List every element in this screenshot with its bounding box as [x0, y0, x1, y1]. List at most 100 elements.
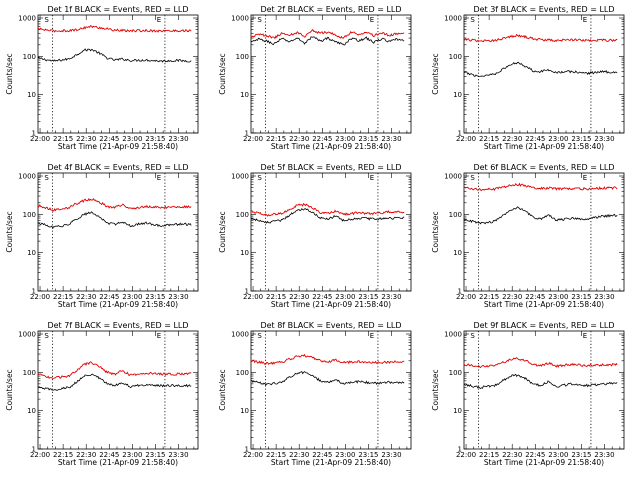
y-tick-label: 10 [27, 91, 36, 99]
y-tick-label: 10 [453, 91, 462, 99]
x-tick-label: 22:30 [76, 135, 96, 143]
x-axis-label: Start Time (21-Apr-09 21:58:40) [271, 142, 391, 151]
x-tick-label: 22:15 [53, 451, 73, 459]
x-axis-label: Start Time (21-Apr-09 21:58:40) [271, 458, 391, 467]
y-axis-label: Counts/sec [218, 211, 227, 252]
marker-label-e: E [370, 16, 374, 24]
panel-title: Det 9f BLACK = Events, RED = LLD [473, 321, 614, 330]
y-tick-label: 10 [240, 249, 249, 257]
y-axis-label: Counts/sec [431, 53, 440, 94]
y-tick-label: 1000 [18, 331, 36, 339]
x-tick-label: 22:15 [53, 293, 73, 301]
y-tick-label: 1 [245, 130, 249, 138]
y-tick-label: 10 [27, 407, 36, 415]
x-tick-label: 23:00 [122, 451, 142, 459]
y-tick-label: 1000 [231, 15, 249, 23]
x-tick-label: 22:15 [53, 135, 73, 143]
marker-label-e: E [157, 174, 161, 182]
marker-label-e: E [583, 16, 587, 24]
series-events-line [463, 61, 618, 77]
y-tick-label: 1 [245, 288, 249, 296]
x-tick-label: 22:45 [525, 293, 545, 301]
x-tick-label: 22:15 [266, 293, 286, 301]
x-tick-label: 22:30 [502, 293, 522, 301]
y-tick-label: 1000 [18, 173, 36, 181]
x-tick-label: 22:30 [289, 293, 309, 301]
x-tick-label: 22:45 [99, 451, 119, 459]
y-tick-label: 1 [245, 446, 249, 454]
x-tick-label: 22:00 [243, 293, 263, 301]
series-lld-line [250, 28, 405, 40]
marker-label-s: S [44, 16, 49, 24]
panel-det-3f: Det 3f BLACK = Events, RED = LLD 1 10 100 10… [431, 5, 625, 151]
y-tick-label: 1 [32, 288, 36, 296]
marker-label-e: E [583, 174, 587, 182]
marker-label-s: S [470, 174, 475, 182]
series-lld-line [463, 33, 618, 43]
series-lld-line [463, 182, 618, 192]
x-tick-label: 23:30 [168, 135, 188, 143]
x-tick-label: 23:00 [335, 293, 355, 301]
x-tick-label: 23:15 [145, 293, 165, 301]
x-tick-label: 22:30 [502, 451, 522, 459]
marker-label-s: S [470, 332, 475, 340]
y-axis-label: Counts/sec [431, 369, 440, 410]
y-tick-label: 100 [236, 369, 249, 377]
plot-frame [250, 14, 412, 134]
x-tick-label: 22:45 [99, 293, 119, 301]
plot-frame [463, 330, 625, 450]
x-tick-label: 22:45 [312, 135, 332, 143]
x-axis-label: Start Time (21-Apr-09 21:58:40) [58, 300, 178, 309]
series-lld-line [37, 197, 192, 212]
x-tick-label: 22:00 [30, 451, 50, 459]
y-tick-label: 1 [32, 130, 36, 138]
series-events-line [463, 206, 618, 225]
x-tick-label: 23:15 [571, 451, 591, 459]
panel-det-6f: Det 6f BLACK = Events, RED = LLD 1 10 100 10… [431, 163, 625, 309]
x-tick-label: 22:00 [456, 135, 476, 143]
panel-title: Det 7f BLACK = Events, RED = LLD [47, 321, 188, 330]
y-axis-label: Counts/sec [5, 211, 14, 252]
series-events-line [250, 371, 405, 387]
marker-label-s: S [257, 16, 262, 24]
y-tick-label: 10 [453, 407, 462, 415]
x-axis-label: Start Time (21-Apr-09 21:58:40) [484, 458, 604, 467]
y-tick-label: 1000 [231, 331, 249, 339]
plot-frame [463, 14, 625, 134]
x-tick-label: 23:00 [122, 293, 142, 301]
marker-label-s: S [257, 332, 262, 340]
x-tick-label: 23:00 [548, 451, 568, 459]
x-tick-label: 23:00 [548, 293, 568, 301]
x-tick-label: 23:15 [358, 451, 378, 459]
x-tick-label: 23:00 [122, 135, 142, 143]
y-axis-label: Counts/sec [5, 369, 14, 410]
x-tick-label: 23:30 [594, 293, 614, 301]
panel-det-5f: Det 5f BLACK = Events, RED = LLD 1 10 100 10… [218, 163, 412, 309]
series-lld-line [250, 202, 405, 217]
marker-label-s: S [470, 16, 475, 24]
y-tick-label: 100 [23, 211, 36, 219]
x-tick-label: 22:45 [525, 135, 545, 143]
x-tick-label: 22:00 [30, 135, 50, 143]
series-events-line [250, 36, 405, 46]
marker-label-s: S [44, 174, 49, 182]
marker-label-s: S [44, 332, 49, 340]
x-axis-label: Start Time (21-Apr-09 21:58:40) [58, 458, 178, 467]
marker-label-e: E [157, 16, 161, 24]
x-tick-label: 22:00 [243, 135, 263, 143]
series-lld-line [250, 353, 405, 366]
y-tick-label: 1 [458, 288, 462, 296]
x-tick-label: 22:00 [456, 451, 476, 459]
y-axis-label: Counts/sec [431, 211, 440, 252]
series-lld-line [37, 24, 192, 33]
x-tick-label: 23:30 [594, 451, 614, 459]
x-tick-label: 22:15 [266, 451, 286, 459]
panel-title: Det 4f BLACK = Events, RED = LLD [47, 163, 188, 172]
plot-frame [463, 172, 625, 292]
series-lld-line [463, 356, 618, 369]
x-axis-label: Start Time (21-Apr-09 21:58:40) [271, 300, 391, 309]
y-tick-label: 100 [449, 211, 462, 219]
series-events-line [37, 211, 192, 230]
y-tick-label: 1000 [444, 331, 462, 339]
y-tick-label: 1 [458, 446, 462, 454]
